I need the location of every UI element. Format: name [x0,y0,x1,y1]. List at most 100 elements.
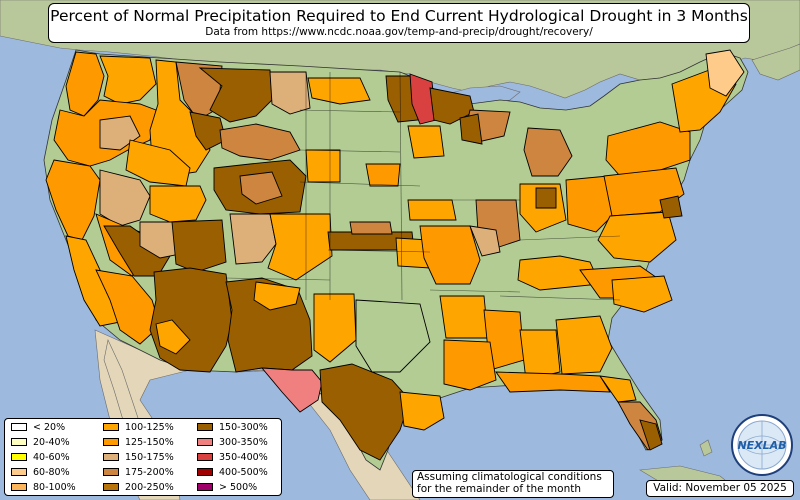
legend-swatch [11,467,27,476]
region-ut-south [171,219,227,273]
legend-swatch [197,422,213,431]
legend-label: 200-250% [125,482,174,493]
map-subtitle: Data from https://www.ncdc.noaa.gov/temp… [205,26,593,38]
legend-swatch [11,422,27,431]
region-mi-lower [523,127,573,177]
note-line-1: Assuming climatological conditions [417,471,602,483]
region-maine [705,49,745,97]
region-oh-center [535,187,557,209]
legend-label: 20-40% [33,437,70,448]
legend-label: 400-500% [219,467,268,478]
legend-item: 20-40% [11,437,70,449]
region-mo-east [469,225,501,257]
region-la [443,339,497,391]
legend-item: > 500% [197,482,257,494]
map-title: Percent of Normal Precipitation Required… [50,7,748,25]
nova-scotia-land [751,43,800,81]
region-oh [565,175,615,233]
legend-label: 100-125% [125,422,174,433]
state-borders [225,71,621,301]
legend-swatch [11,482,27,491]
logo-text: NEXLAB [737,439,786,452]
region-az [149,267,233,373]
region-fl-panhandle [599,375,637,403]
legend-item: 125-150% [103,437,174,449]
region-wa-east [99,55,157,105]
legend-item: 80-100% [11,482,76,494]
region-wi-south [407,125,445,159]
region-mi-up-east [459,113,483,145]
region-ne-east [349,221,393,235]
legend-label: 125-150% [125,437,174,448]
legend: < 20% 20-40% 40-60% 60-80% 80-100% 100-1… [4,418,282,496]
region-id [149,59,211,177]
region-mt-east [269,71,311,115]
region-mn-north [385,75,419,123]
legend-swatch [197,437,213,446]
legend-item: 175-200% [103,467,174,479]
region-mn-red [409,73,437,125]
region-wa-west [65,51,105,117]
region-tx-west [260,367,323,413]
region-nm-north [253,281,301,311]
legend-swatch [103,422,119,431]
legend-label: > 500% [219,482,258,493]
region-gulf-coast [495,371,611,393]
legend-swatch [197,467,213,476]
legend-item: < 20% [11,422,65,434]
legend-label: 175-200% [125,467,174,478]
region-al [519,329,561,381]
legend-item: 40-60% [11,452,70,464]
region-ia [407,199,457,221]
note-line-2: for the remainder of the month [417,483,582,495]
region-nv-central [103,225,171,277]
bahamas-land [699,439,713,457]
legend-swatch [11,437,27,446]
legend-swatch [197,452,213,461]
legend-label: 300-350% [219,437,268,448]
legend-item: 60-80% [11,467,70,479]
region-ca-south [95,269,161,345]
valid-date: Valid: November 05 2025 [646,480,794,497]
legend-item: 200-250% [103,482,174,494]
legend-swatch [103,452,119,461]
region-nv-north [99,169,151,227]
legend-item: 300-350% [197,437,268,449]
legend-item: 150-175% [103,452,174,464]
legend-swatch [197,482,213,491]
legend-swatch [103,482,119,491]
region-sd-center [305,149,341,183]
legend-label: 350-400% [219,452,268,463]
assumption-note: Assuming climatological conditions for t… [412,470,614,498]
region-ga [555,315,613,375]
legend-label: 60-80% [33,467,70,478]
region-sd-east [365,163,401,187]
region-md [659,195,683,219]
legend-item: 350-400% [197,452,268,464]
region-mt-sw [189,111,227,151]
region-nd-east [307,77,371,105]
region-fl-tip [639,419,663,451]
region-tx-east [399,391,445,431]
region-tx-panhandle [313,293,357,363]
legend-item: 400-500% [197,467,268,479]
region-tx-ne [355,299,431,373]
legend-item: 100-125% [103,422,174,434]
region-wy-center [239,171,283,205]
legend-label: 80-100% [33,482,76,493]
region-wy-north [219,123,301,161]
legend-label: 150-175% [125,452,174,463]
region-ny [605,121,691,177]
title-box: Percent of Normal Precipitation Required… [48,3,750,43]
region-az-se [155,319,191,355]
legend-item: 150-300% [197,422,268,434]
legend-swatch [103,437,119,446]
legend-label: 40-60% [33,452,70,463]
nexlab-logo-icon: NEXLAB [731,414,793,476]
drought-regions [45,49,745,461]
region-ut-north [149,185,207,223]
legend-label: 150-300% [219,422,268,433]
legend-label: < 20% [33,422,66,433]
legend-swatch [11,452,27,461]
